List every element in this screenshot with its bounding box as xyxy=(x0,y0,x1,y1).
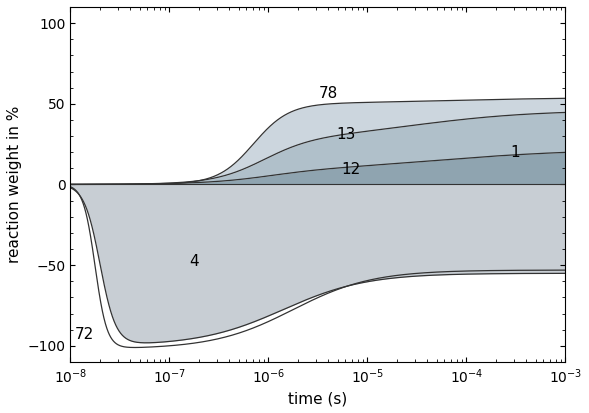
Text: 72: 72 xyxy=(74,327,94,342)
Text: 13: 13 xyxy=(336,127,355,142)
Text: 12: 12 xyxy=(342,162,361,178)
X-axis label: time (s): time (s) xyxy=(288,391,348,406)
Y-axis label: reaction weight in %: reaction weight in % xyxy=(7,106,22,263)
Text: 78: 78 xyxy=(319,85,337,100)
Text: 1: 1 xyxy=(511,145,520,160)
Text: 4: 4 xyxy=(190,254,199,269)
